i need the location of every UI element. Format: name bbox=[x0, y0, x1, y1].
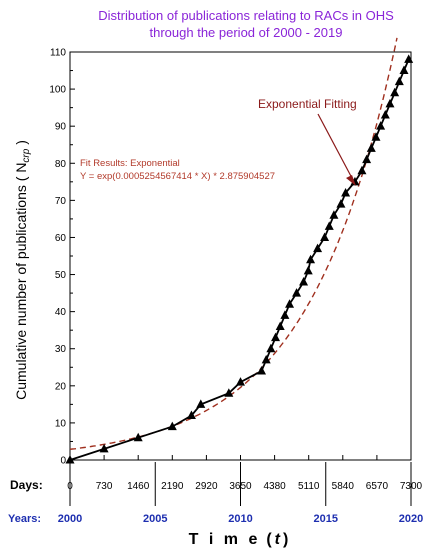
years-label: Years: bbox=[8, 513, 41, 525]
data-point bbox=[366, 143, 376, 152]
data-point bbox=[324, 221, 334, 230]
data-point bbox=[390, 87, 400, 97]
annotation-arrowhead bbox=[346, 175, 356, 186]
day-tick-label: 4380 bbox=[263, 481, 286, 492]
year-tick-label: 2010 bbox=[228, 513, 252, 525]
data-point bbox=[341, 187, 351, 197]
days-label: Days: bbox=[10, 478, 43, 492]
y-tick-label: 50 bbox=[55, 270, 67, 281]
data-point bbox=[362, 154, 372, 164]
data-point bbox=[292, 288, 302, 297]
data-point bbox=[376, 121, 386, 130]
data-point bbox=[404, 54, 414, 63]
data-point bbox=[275, 321, 285, 330]
y-tick-label: 20 bbox=[55, 381, 67, 392]
year-tick-label: 2000 bbox=[58, 513, 82, 525]
data-point bbox=[271, 332, 281, 342]
data-point bbox=[285, 299, 295, 308]
data-point bbox=[336, 199, 346, 208]
y-tick-label: 110 bbox=[50, 48, 66, 59]
data-point bbox=[380, 110, 390, 119]
y-tick-label: 70 bbox=[55, 196, 67, 207]
x-axis-title-text: T i m e bbox=[189, 531, 261, 548]
data-point bbox=[133, 432, 143, 442]
data-point bbox=[394, 76, 404, 86]
day-tick-label: 6570 bbox=[366, 481, 389, 492]
data-point bbox=[167, 421, 177, 431]
y-tick-label: 90 bbox=[55, 122, 67, 133]
data-point bbox=[261, 354, 271, 364]
y-tick-label: 60 bbox=[55, 233, 67, 244]
annotation-arrow bbox=[317, 113, 354, 181]
data-point bbox=[236, 377, 245, 386]
y-axis-ticks: 0 10 20 30 40 50 60 70 80 90 100 110 bbox=[49, 48, 75, 467]
data-point bbox=[257, 365, 267, 375]
y-tick-label: 0 bbox=[60, 456, 66, 467]
data-point bbox=[303, 265, 313, 275]
x-axis-title-close: ) bbox=[283, 531, 291, 548]
exponential-fit-curve bbox=[69, 37, 398, 450]
year-tick-label: 2015 bbox=[314, 513, 338, 525]
x-axis-title: T i m e (t) bbox=[189, 531, 292, 548]
data-point bbox=[65, 455, 75, 464]
data-point bbox=[266, 343, 276, 353]
data-point bbox=[385, 98, 395, 108]
data-markers bbox=[65, 54, 414, 464]
y-axis-label-end: ) bbox=[13, 140, 29, 149]
x-axis-ticks: 0730146021902920365043805110584065707300… bbox=[58, 455, 423, 525]
day-tick-label: 730 bbox=[96, 481, 113, 492]
year-tick-label: 2020 bbox=[399, 513, 423, 525]
data-point bbox=[99, 443, 109, 453]
fit-results-title: Fit Results: Exponential bbox=[80, 158, 180, 169]
day-tick-label: 1460 bbox=[127, 481, 150, 492]
data-point bbox=[299, 276, 309, 286]
day-tick-label: 2920 bbox=[195, 481, 218, 492]
data-point bbox=[186, 410, 196, 419]
y-axis-label: Cumulative number of publications ( Ncrp… bbox=[13, 140, 32, 400]
x-axis-title-var: t bbox=[275, 531, 283, 548]
data-point bbox=[280, 310, 290, 319]
data-line bbox=[69, 59, 410, 461]
data-point bbox=[313, 243, 323, 253]
data-point bbox=[329, 210, 339, 219]
y-axis-label-text: Cumulative number of publications ( N bbox=[13, 163, 29, 400]
y-tick-label: 10 bbox=[55, 418, 67, 429]
data-point bbox=[196, 399, 206, 408]
year-tick-label: 2005 bbox=[143, 513, 167, 525]
y-tick-label: 100 bbox=[49, 85, 66, 96]
data-point bbox=[371, 132, 381, 141]
chart-title-line-1: Distribution of publications relating to… bbox=[98, 8, 394, 23]
y-tick-label: 30 bbox=[55, 344, 67, 355]
x-axis-title-open: ( bbox=[266, 531, 274, 548]
fit-equation: Y = exp(0.0005254567414 * X) * 2.8759045… bbox=[80, 171, 275, 182]
plot-frame bbox=[69, 51, 412, 461]
data-point bbox=[320, 232, 330, 241]
y-tick-label: 80 bbox=[55, 159, 67, 170]
data-point bbox=[224, 388, 234, 397]
day-tick-label: 2190 bbox=[161, 481, 184, 492]
data-point bbox=[357, 165, 367, 175]
y-tick-label: 40 bbox=[55, 307, 67, 318]
day-tick-label: 5840 bbox=[332, 481, 355, 492]
annotation-exponential-fitting: Exponential Fitting bbox=[258, 97, 357, 111]
chart-title-line-2: through the period of 2000 - 2019 bbox=[150, 25, 343, 40]
y-axis-label-subscript: crp bbox=[21, 148, 32, 162]
data-point bbox=[399, 65, 409, 75]
data-point bbox=[306, 254, 316, 264]
day-tick-label: 5110 bbox=[298, 481, 320, 492]
